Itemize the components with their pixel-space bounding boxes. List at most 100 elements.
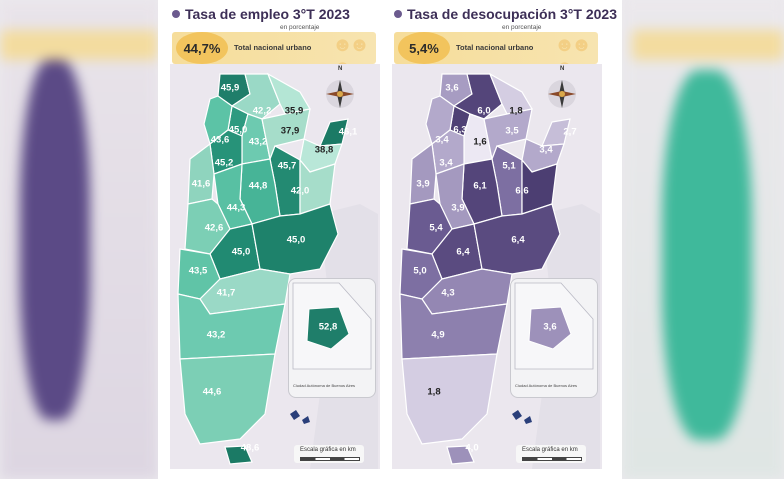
- region-label: 42,0: [290, 185, 310, 197]
- region-label: 35,9: [284, 105, 304, 117]
- caba-shape: [528, 306, 572, 350]
- region-label: 6,4: [456, 246, 470, 258]
- region-santa-cruz: [179, 353, 276, 445]
- region-label: 45,0: [286, 234, 306, 246]
- compass-north-label: N: [338, 66, 343, 72]
- bullet-icon: [394, 10, 402, 19]
- unemployment-subtitle: en porcentaje: [502, 24, 542, 31]
- region-entre-rios: [299, 158, 336, 215]
- region-label: 5,1: [502, 160, 516, 172]
- region-label: 4,9: [431, 329, 445, 341]
- compass-rose-icon: [326, 80, 354, 108]
- region-label: 3,9: [451, 202, 465, 214]
- region-label: 43,2: [248, 136, 268, 148]
- region-label: 45,0: [231, 246, 251, 258]
- unemployment-total-label: Total nacional urbano: [456, 43, 534, 52]
- region-label: 42,6: [204, 222, 224, 234]
- region-label: 4,3: [441, 287, 455, 299]
- caba-inset-svg: [292, 282, 372, 370]
- scale-label: Escala gráfica en km: [522, 447, 578, 453]
- employment-total-badge: 44,7%: [176, 32, 228, 64]
- region-label: 37,9: [280, 125, 300, 137]
- region-san-juan: [187, 142, 215, 205]
- region-label: 45,7: [277, 160, 297, 172]
- blurred-map-shape: [662, 70, 752, 440]
- compass-north-label: N: [560, 66, 565, 72]
- employment-map-svg: [177, 72, 378, 469]
- region-label: 43,2: [206, 329, 226, 341]
- region-label: 5,0: [413, 265, 427, 277]
- region-label: 3,4: [435, 134, 449, 146]
- caba-inset-svg: [514, 282, 594, 370]
- region-santa-cruz: [401, 353, 498, 445]
- region-label: 2,7: [563, 126, 577, 138]
- unemployment-total-badge: 5,4%: [398, 32, 450, 64]
- unemployment-panel: Tasa de desocupación 3°T 2023 en porcent…: [384, 0, 617, 479]
- region-label: 3,4: [539, 144, 553, 156]
- employment-total-label: Total nacional urbano: [234, 43, 312, 52]
- region-label: 44,6: [202, 386, 222, 398]
- caba-shape: [306, 306, 350, 350]
- islands: [290, 410, 310, 424]
- region-label: 3,9: [416, 178, 430, 190]
- employment-panel: Tasa de empleo 3°T 2023 en porcentaje 44…: [162, 0, 380, 479]
- region-label: 38,8: [314, 144, 334, 156]
- region-label: 6,3: [453, 124, 467, 136]
- region-label: 46,1: [338, 126, 358, 138]
- region-label: 41,6: [191, 178, 211, 190]
- region-entre-rios: [521, 158, 558, 215]
- region-label: 5,4: [429, 222, 443, 234]
- compass-rose-icon: [548, 80, 576, 108]
- region-label: 44,8: [248, 180, 268, 192]
- scale-ruler: [522, 457, 582, 461]
- region-san-juan: [409, 142, 437, 205]
- employment-title: Tasa de empleo 3°T 2023: [172, 6, 350, 22]
- blurred-banner: [0, 30, 158, 60]
- islands: [512, 410, 532, 424]
- region-label: 45,9: [220, 82, 240, 94]
- region-label: 41,7: [216, 287, 236, 299]
- caba-label: 3,6: [543, 321, 557, 333]
- unemployment-title-text: Tasa de desocupación 3°T 2023: [407, 6, 617, 22]
- unemployment-title: Tasa de desocupación 3°T 2023: [394, 6, 617, 22]
- employment-map: N 45,9 42,2 35,9 45,0 43,6 43,2 37,9 46,…: [170, 64, 380, 469]
- region-label: 1,8: [509, 105, 523, 117]
- scale-label: Escala gráfica en km: [300, 447, 356, 453]
- region-label: 45,2: [214, 157, 234, 169]
- region-label: 45,0: [228, 124, 248, 136]
- unemployment-map: N 3,6 6,0 1,8 6,3 3,4 1,6 3,5 2,7 3,4 3,…: [392, 64, 602, 469]
- region-label: 43,5: [188, 265, 208, 277]
- region-label: 6,4: [511, 234, 525, 246]
- infographic: Tasa de empleo 3°T 2023 en porcentaje 44…: [158, 0, 622, 479]
- caba-inset: 52,8 Ciudad Autónoma de Buenos Aires: [288, 278, 376, 398]
- region-label: 3,6: [445, 82, 459, 94]
- bullet-icon: [172, 10, 180, 19]
- employment-title-text: Tasa de empleo 3°T 2023: [185, 6, 350, 22]
- scale-ruler: [300, 457, 360, 461]
- region-label: 6,6: [515, 185, 529, 197]
- region-label: 1,8: [427, 386, 441, 398]
- region-label: 3,4: [439, 157, 453, 169]
- region-label: 42,2: [252, 105, 272, 117]
- region-label: 6,1: [473, 180, 487, 192]
- region-tierra-del-fuego: [224, 445, 253, 465]
- region-label: 44,3: [226, 202, 246, 214]
- region-label: 48,6: [240, 442, 260, 454]
- blurred-background-right: [622, 0, 784, 479]
- blurred-banner: [632, 30, 784, 60]
- scale-bar: Escala gráfica en km: [294, 445, 364, 463]
- inset-caption: Ciudad Autónoma de Buenos Aires: [293, 383, 356, 388]
- inset-caption: Ciudad Autónoma de Buenos Aires: [515, 383, 578, 388]
- region-label: 43,6: [210, 134, 230, 146]
- caba-label: 52,8: [318, 321, 338, 333]
- employment-subtitle: en porcentaje: [280, 24, 320, 31]
- region-label: 4,0: [465, 442, 479, 454]
- scale-bar: Escala gráfica en km: [516, 445, 586, 463]
- region-label: 6,0: [477, 105, 491, 117]
- region-tierra-del-fuego: [446, 445, 475, 465]
- region-label: 3,5: [505, 125, 519, 137]
- blurred-map-shape: [20, 60, 90, 420]
- blurred-background-left: [0, 0, 158, 479]
- region-label: 1,6: [473, 136, 487, 148]
- caba-inset: 3,6 Ciudad Autónoma de Buenos Aires: [510, 278, 598, 398]
